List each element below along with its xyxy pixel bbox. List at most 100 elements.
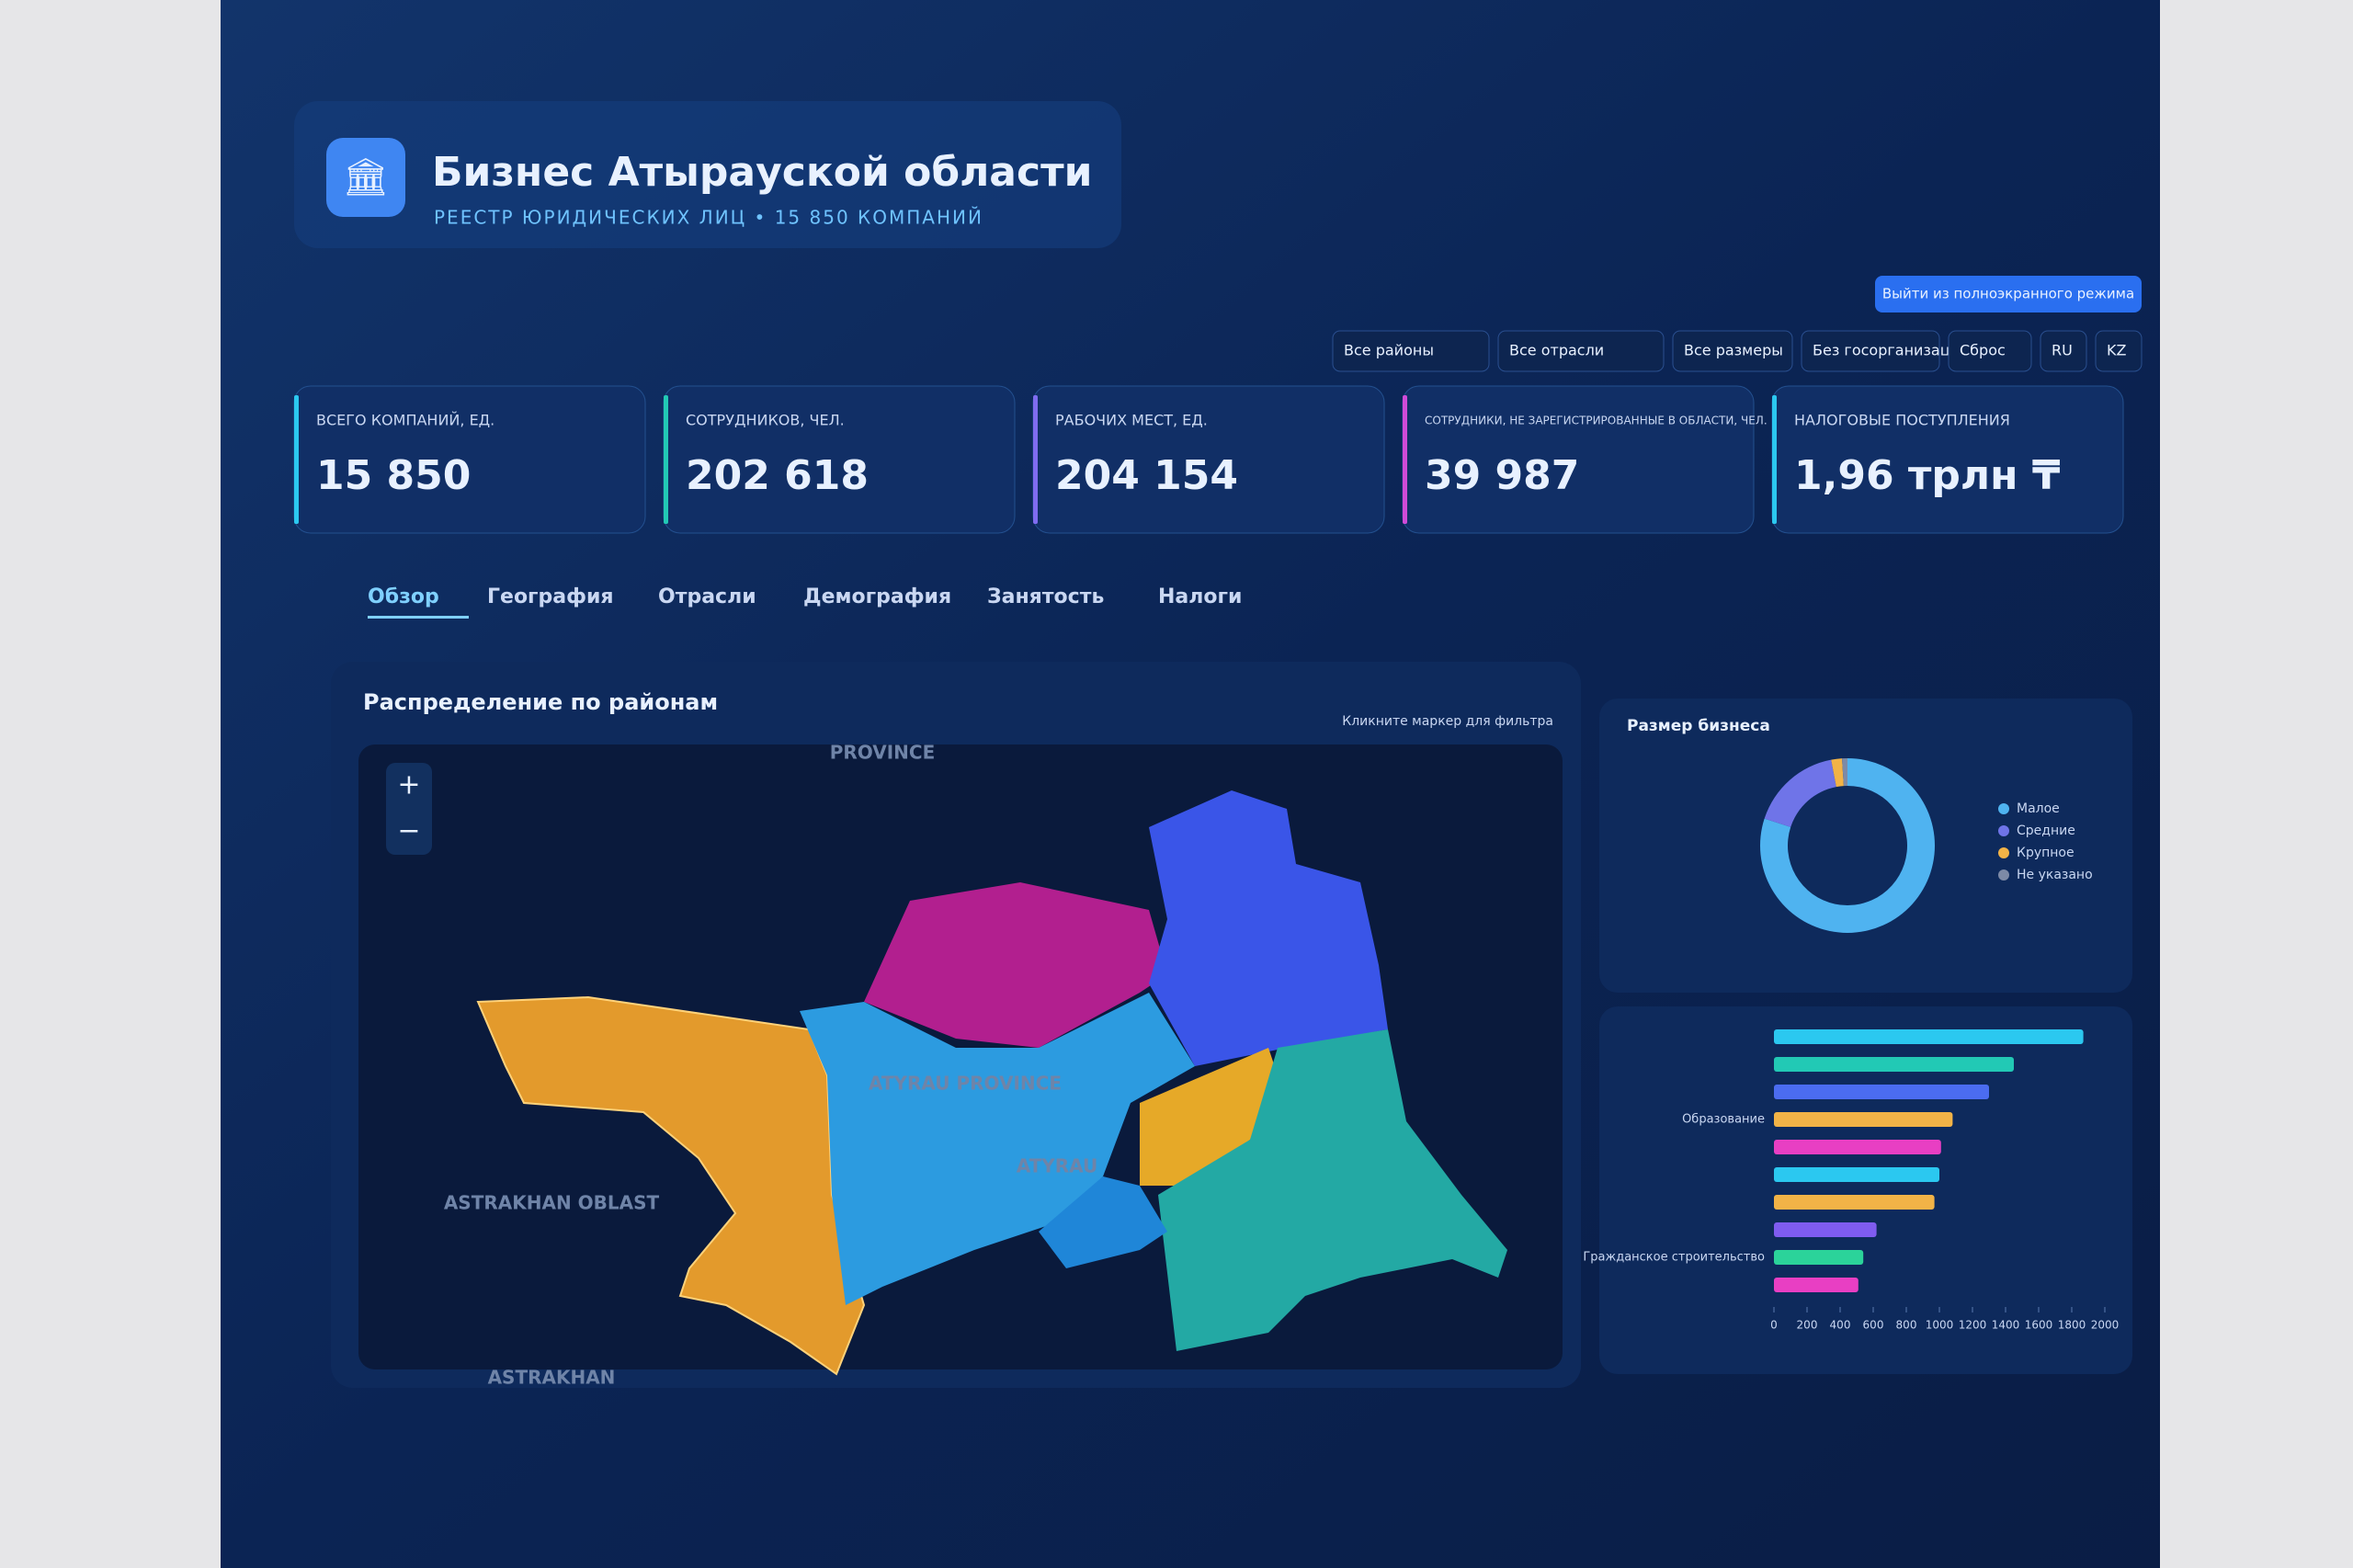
kpi-label: ВСЕГО КОМПАНИЙ, ЕД.: [316, 412, 494, 429]
legend-swatch: [1998, 825, 2009, 836]
x-tick-label: 400: [1830, 1319, 1851, 1332]
region[interactable]: [1140, 1048, 1287, 1186]
logo-icon: 🏛: [343, 156, 390, 199]
fullscreen-label: Выйти из полноэкранного режима: [1882, 286, 2134, 302]
legend-label: Не указано: [2017, 868, 2093, 882]
tab[interactable]: География: [487, 585, 614, 608]
x-tick-label: 0: [1770, 1319, 1778, 1332]
x-tick-label: 800: [1896, 1319, 1917, 1332]
region[interactable]: [1039, 1176, 1167, 1268]
map-regions: [476, 790, 1507, 1376]
map-label: ATYRAU PROVINCE: [869, 1073, 1062, 1095]
filter[interactable]: [2095, 330, 2143, 372]
bar: [1774, 1112, 1953, 1127]
bar: [1774, 1278, 1859, 1292]
bar: [1774, 1250, 1864, 1265]
filter-label: Все отрасли: [1509, 342, 1604, 359]
kpi-value: 204 154: [1055, 452, 1238, 499]
zoom-in[interactable]: +: [397, 769, 420, 801]
filter[interactable]: [1801, 330, 1940, 372]
filter[interactable]: [1497, 330, 1665, 372]
kpi-value: 15 850: [316, 452, 471, 499]
map-hint: Кликните маркер для фильтра: [1342, 714, 1553, 729]
tab[interactable]: Демография: [803, 585, 951, 608]
donut-slice: [1764, 759, 1836, 827]
kpi-accent: [1033, 395, 1038, 524]
subtitle: РЕЕСТР ЮРИДИЧЕСКИХ ЛИЦ • 15 850 КОМПАНИЙ: [434, 207, 983, 229]
legend-label: Средние: [2017, 824, 2075, 838]
tab[interactable]: Отрасли: [658, 585, 756, 608]
tab[interactable]: Обзор: [368, 585, 439, 608]
x-tick-label: 1600: [2025, 1319, 2053, 1332]
kpi-accent: [1772, 395, 1777, 524]
legend-label: Крупное: [2017, 846, 2075, 860]
donut-slice: [1831, 758, 1844, 788]
x-tick-label: 1000: [1926, 1319, 1954, 1332]
zoom-control: [386, 763, 432, 855]
filter-label: Без госорганизаций: [1813, 342, 1969, 359]
kpi-label: РАБОЧИХ МЕСТ, ЕД.: [1055, 412, 1208, 429]
region[interactable]: [1158, 1029, 1507, 1351]
bar: [1774, 1195, 1935, 1210]
map-label: PROVINCE: [830, 742, 936, 764]
kpi-label: СОТРУДНИКИ, НЕ ЗАРЕГИСТРИРОВАННЫЕ В ОБЛА…: [1425, 415, 1768, 427]
filter-label: RU: [2052, 342, 2073, 359]
zoom-out[interactable]: −: [397, 815, 420, 847]
map-label: ASTRAKHAN OBLAST: [444, 1192, 660, 1214]
donut-slice: [1842, 758, 1847, 787]
kpi-accent: [1403, 395, 1407, 524]
tab-underline: [368, 616, 469, 619]
bar: [1774, 1057, 2014, 1072]
bar: [1774, 1167, 1939, 1182]
legend-label: Малое: [2017, 801, 2060, 816]
y-tick-label: Образование: [1682, 1113, 1765, 1127]
region[interactable]: [1149, 790, 1388, 1066]
tab[interactable]: Налоги: [1158, 585, 1242, 608]
kpi-accent: [294, 395, 299, 524]
donut-title: Размер бизнеса: [1627, 717, 1770, 735]
bar: [1774, 1029, 2084, 1044]
filter[interactable]: [1672, 330, 1793, 372]
legend-swatch: [1998, 847, 2009, 858]
kpi-accent: [664, 395, 668, 524]
donut-panel: [1599, 699, 2132, 993]
donut-slice: [1759, 758, 1935, 933]
x-tick-label: 600: [1863, 1319, 1884, 1332]
bar-panel: [1599, 1006, 2132, 1374]
map-title: Распределение по районам: [363, 689, 718, 715]
header-card: [294, 101, 1121, 248]
legend-swatch: [1998, 869, 2009, 881]
y-tick-label: Гражданское строительство: [1583, 1251, 1765, 1265]
kpi-value: 1,96 трлн ₸: [1794, 452, 2061, 499]
x-tick-label: 1400: [1992, 1319, 2020, 1332]
legend-swatch: [1998, 803, 2009, 814]
title: Бизнес Атырауской области: [432, 149, 1092, 196]
filter-label: Сброс: [1960, 342, 2006, 359]
filter[interactable]: [1948, 330, 2032, 372]
filter-label: Все районы: [1344, 342, 1434, 359]
filter-label: Все размеры: [1684, 342, 1783, 359]
region[interactable]: [864, 882, 1167, 1048]
bar: [1774, 1085, 1989, 1099]
x-tick-label: 1200: [1959, 1319, 1987, 1332]
bar: [1774, 1222, 1877, 1237]
kpi-label: СОТРУДНИКОВ, ЧЕЛ.: [686, 412, 845, 429]
x-tick-label: 1800: [2058, 1319, 2086, 1332]
kpi-value: 39 987: [1425, 452, 1579, 499]
filter-label: KZ: [2107, 342, 2126, 359]
fullscreen-button[interactable]: [1875, 276, 2142, 312]
map-label: ASTRAKHAN: [488, 1367, 616, 1389]
logo: [326, 138, 405, 217]
tab[interactable]: Занятость: [987, 585, 1104, 608]
bar: [1774, 1140, 1941, 1154]
kpi-label: НАЛОГОВЫЕ ПОСТУПЛЕНИЯ: [1794, 412, 2010, 429]
filter[interactable]: [2040, 330, 2087, 372]
x-tick-label: 200: [1797, 1319, 1818, 1332]
x-tick-label: 2000: [2091, 1319, 2120, 1332]
kpi-value: 202 618: [686, 452, 869, 499]
filter[interactable]: [1332, 330, 1490, 372]
region[interactable]: [800, 993, 1195, 1305]
map-label: ATYRAU: [1017, 1155, 1098, 1177]
